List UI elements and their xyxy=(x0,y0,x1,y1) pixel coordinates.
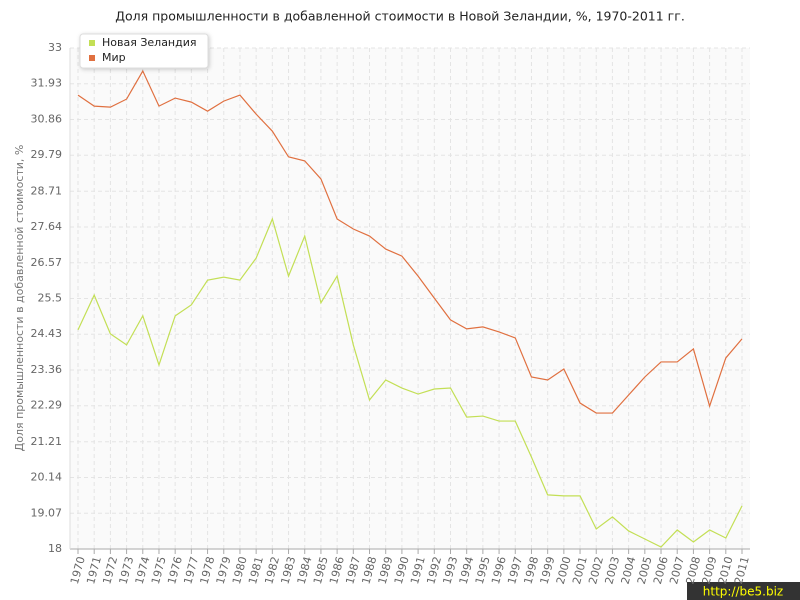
series-line xyxy=(77,69,743,414)
watermark: http://be5.biz xyxy=(703,585,783,599)
y-tick-label: 27.64 xyxy=(31,220,63,233)
y-tick-label: 22.29 xyxy=(31,399,63,412)
y-tick-label: 28.71 xyxy=(31,184,63,197)
y-tick-label: 31.93 xyxy=(31,77,63,90)
y-tick-label: 30.86 xyxy=(31,112,63,125)
y-tick-label: 26.57 xyxy=(31,256,63,269)
legend-swatch xyxy=(89,55,95,61)
y-tick-label: 20.14 xyxy=(31,471,63,484)
series-line xyxy=(77,217,743,548)
y-tick-label: 18 xyxy=(48,542,62,555)
chart-title: Доля промышленности в добавленной стоимо… xyxy=(115,9,685,24)
legend-label: Мир xyxy=(102,51,126,64)
y-tick-label: 24.43 xyxy=(31,327,63,340)
y-tick-label: 33 xyxy=(48,41,62,54)
y-tick-label: 23.36 xyxy=(31,363,63,376)
y-tick-label: 29.79 xyxy=(31,148,63,161)
y-tick-label: 21.21 xyxy=(31,435,63,448)
legend-swatch xyxy=(89,40,95,46)
legend-label: Новая Зеландия xyxy=(102,36,197,49)
watermark-bg xyxy=(687,582,800,600)
y-axis-label: Доля промышленности в добавленной стоимо… xyxy=(13,145,26,452)
y-tick-label: 19.07 xyxy=(31,506,63,519)
legend-box xyxy=(79,33,209,69)
y-tick-label: 25.5 xyxy=(38,292,63,305)
